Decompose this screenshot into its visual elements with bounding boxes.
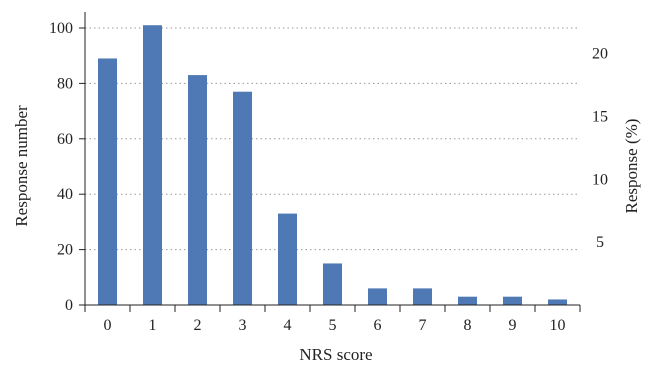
bar-6 xyxy=(368,288,387,305)
x-tick-label-6: 6 xyxy=(374,317,382,334)
y-tick-label-80: 80 xyxy=(57,75,73,92)
bar-9 xyxy=(503,296,522,305)
axes xyxy=(79,12,581,312)
x-tick-label-4: 4 xyxy=(284,317,292,334)
y2-tick-label-20: 20 xyxy=(592,46,608,63)
y-tick-label-100: 100 xyxy=(49,20,73,37)
y2-axis-title: Response (%) xyxy=(622,119,641,214)
x-tick-label-9: 9 xyxy=(509,317,517,334)
x-tick-label-0: 0 xyxy=(104,317,112,334)
bar-3 xyxy=(233,91,252,306)
y2-tick-label-10: 10 xyxy=(592,171,608,188)
x-tick-label-7: 7 xyxy=(419,317,427,334)
x-tick-label-2: 2 xyxy=(194,317,202,334)
x-tick-label-5: 5 xyxy=(329,317,337,334)
y-tick-label-40: 40 xyxy=(57,186,73,203)
bar-8 xyxy=(458,296,477,305)
bar-4 xyxy=(278,213,297,305)
bar-7 xyxy=(413,288,432,305)
gridlines xyxy=(85,27,580,251)
y-tick-label-60: 60 xyxy=(57,131,73,148)
x-tick-label-10: 10 xyxy=(550,317,566,334)
y2-tick-label-5: 5 xyxy=(596,234,604,251)
y-axis-title: Response number xyxy=(12,105,31,227)
x-tick-label-3: 3 xyxy=(239,317,247,334)
x-tick-label-8: 8 xyxy=(464,317,472,334)
x-tick-label-1: 1 xyxy=(149,317,157,334)
tick-labels: 0 20 40 60 80 100 0 1 2 3 4 5 6 7 8 9 10 5 10 15 20 xyxy=(49,20,608,334)
bar-1 xyxy=(143,25,162,305)
y-tick-label-20: 20 xyxy=(57,242,73,259)
y-tick-label-0: 0 xyxy=(65,297,73,314)
bar-5 xyxy=(323,263,342,305)
bar-2 xyxy=(188,75,207,305)
bars xyxy=(98,25,567,306)
x-axis-title: NRS score xyxy=(299,345,372,364)
bar-0 xyxy=(98,58,117,305)
bar-10 xyxy=(548,299,567,305)
y2-tick-label-15: 15 xyxy=(592,108,608,125)
